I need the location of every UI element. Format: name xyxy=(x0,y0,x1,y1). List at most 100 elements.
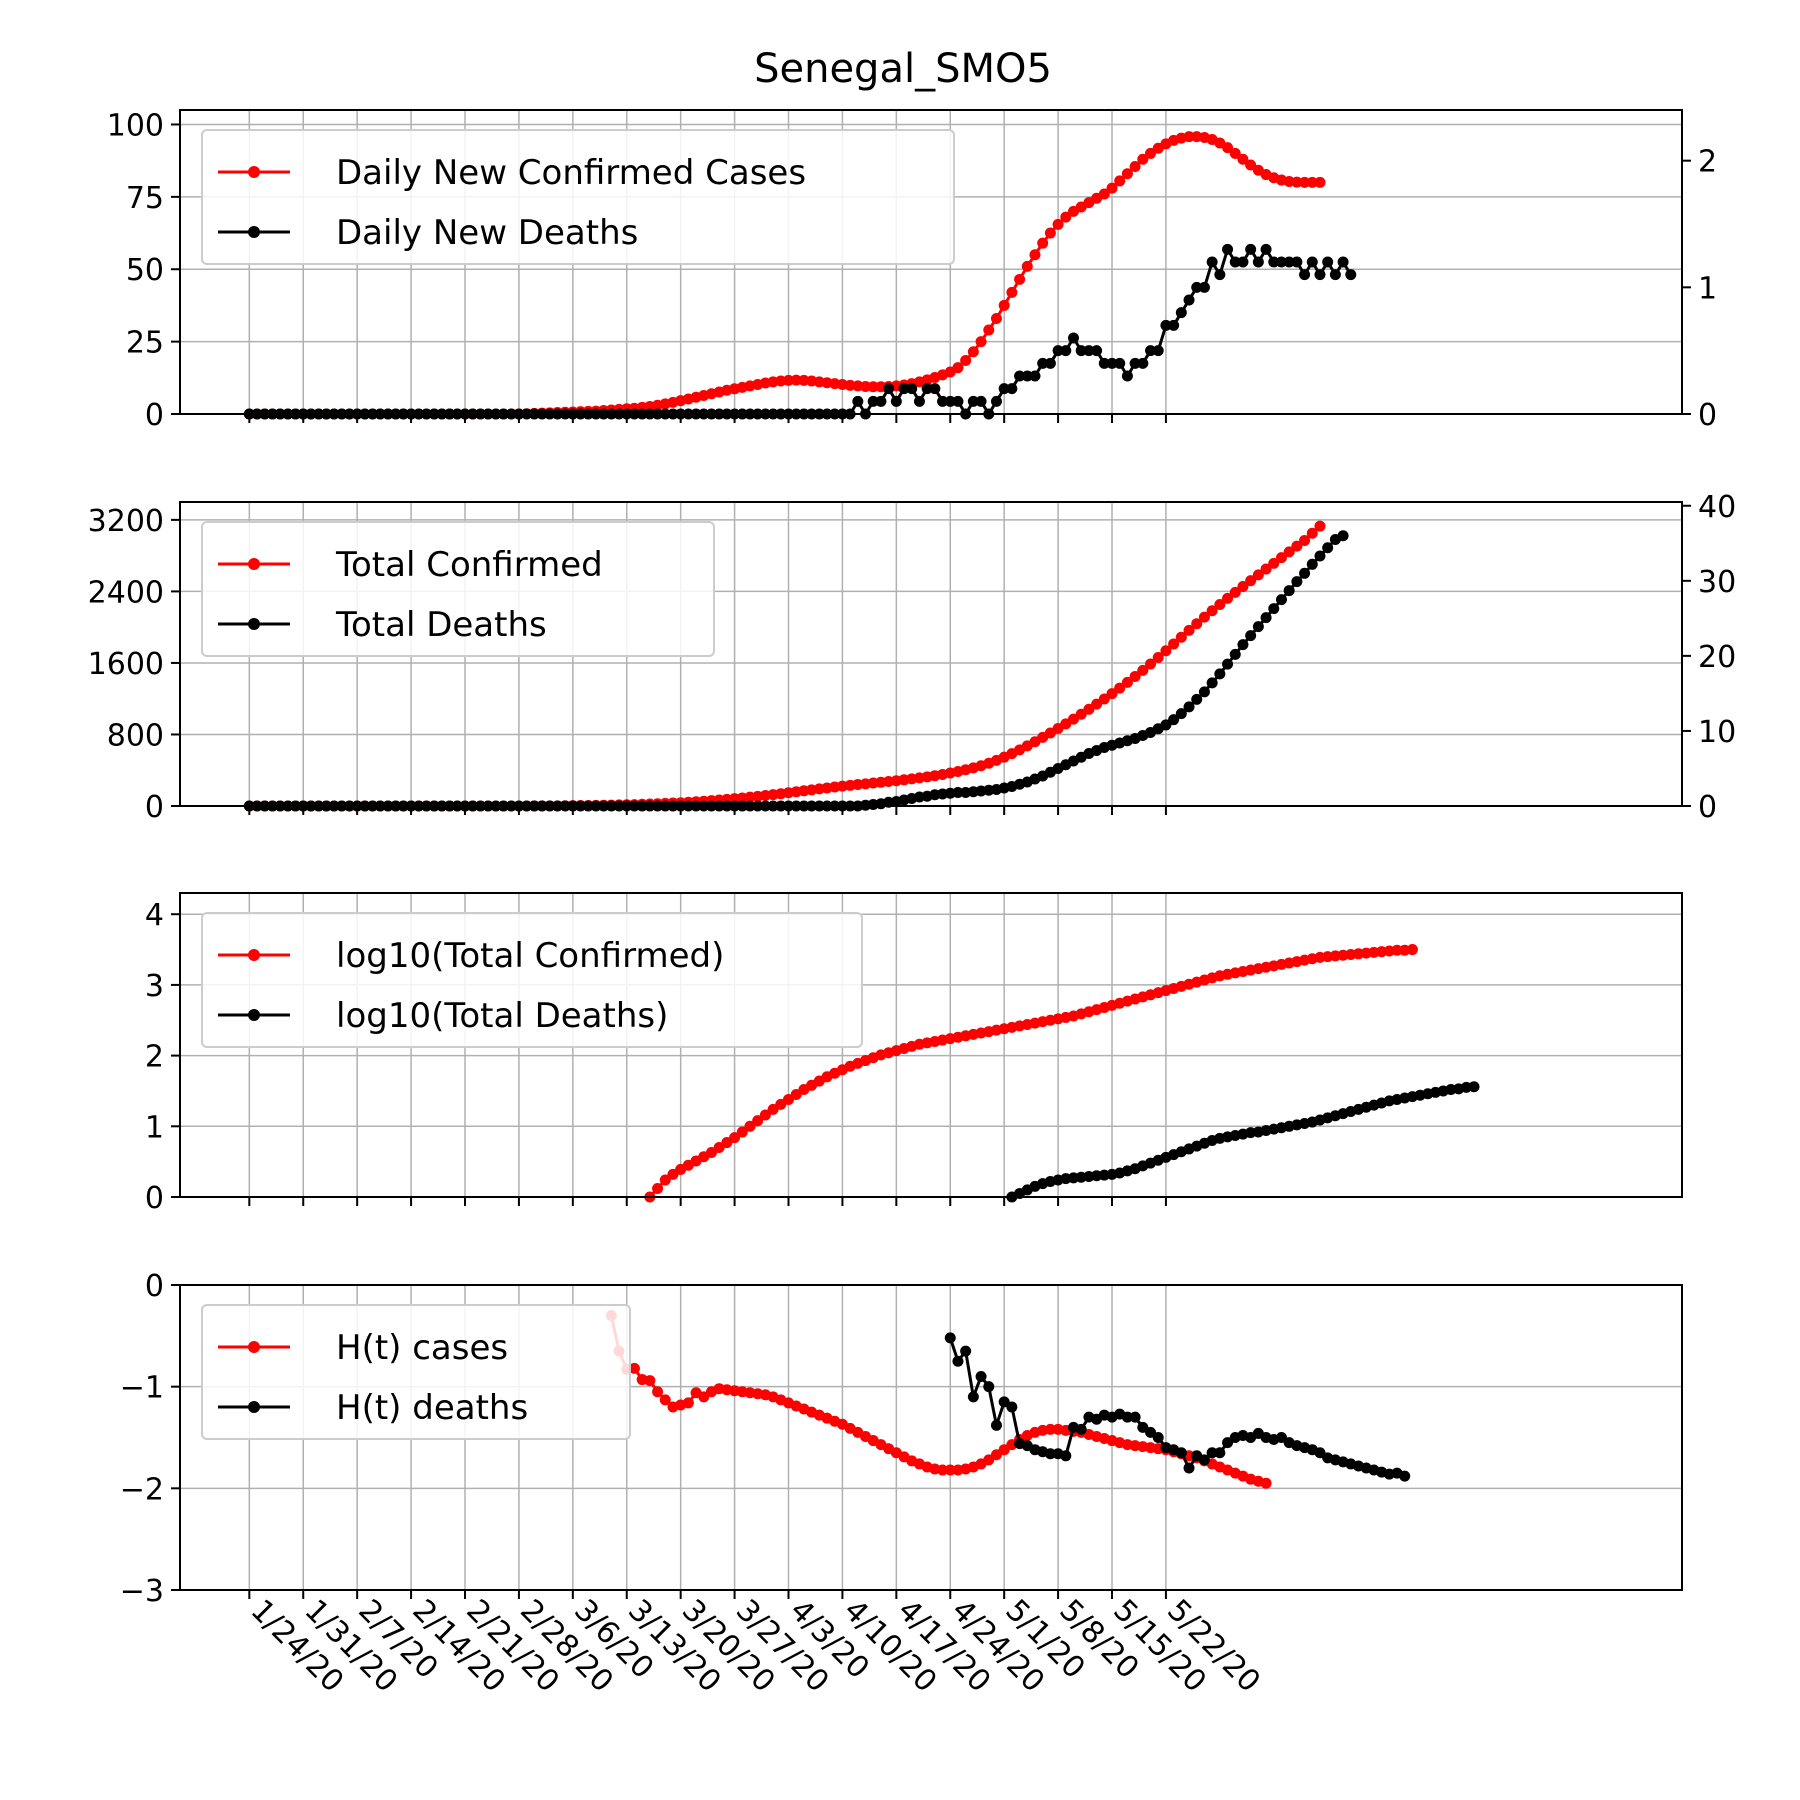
y-tick-label: 800 xyxy=(107,718,164,753)
data-point xyxy=(1237,580,1249,592)
data-point xyxy=(783,374,794,386)
data-point xyxy=(983,324,995,336)
data-point xyxy=(952,395,964,407)
data-point xyxy=(1252,621,1264,633)
data-point xyxy=(682,1397,694,1409)
legend-box xyxy=(201,912,863,1048)
data-point xyxy=(1198,281,1210,293)
y-tick-label: 0 xyxy=(145,398,164,433)
data-point xyxy=(1214,598,1226,610)
data-point xyxy=(1314,269,1326,281)
data-point xyxy=(1245,159,1257,171)
data-point xyxy=(952,786,964,798)
data-point xyxy=(1098,188,1110,200)
data-point xyxy=(1191,693,1203,705)
data-point xyxy=(1106,182,1118,194)
data-point xyxy=(659,1174,671,1186)
data-point xyxy=(867,381,879,393)
data-point xyxy=(1391,944,1403,956)
data-point xyxy=(1052,218,1064,230)
data-point xyxy=(1183,624,1195,636)
data-point xyxy=(1152,1432,1164,1443)
data-point xyxy=(1399,1470,1411,1482)
data-point xyxy=(967,346,979,358)
y-tick-label: 0 xyxy=(145,1181,164,1216)
data-point xyxy=(1014,370,1026,382)
y2-tick-label: 0 xyxy=(1698,398,1717,433)
data-point xyxy=(1006,383,1018,395)
data-point xyxy=(1314,520,1326,532)
data-point xyxy=(967,395,979,407)
data-point xyxy=(1229,256,1241,268)
data-point xyxy=(944,395,956,407)
data-point xyxy=(1468,1081,1480,1093)
data-point xyxy=(960,354,972,366)
data-point xyxy=(1121,676,1133,688)
data-point xyxy=(1322,542,1334,554)
data-point xyxy=(990,312,1002,324)
y-tick-label: −3 xyxy=(120,1574,164,1609)
series-log-0 xyxy=(644,944,1418,1203)
data-point xyxy=(1183,1462,1195,1474)
series-ht-1 xyxy=(944,1332,1411,1482)
data-point xyxy=(1168,319,1180,331)
series-log-1 xyxy=(1006,1081,1480,1203)
data-point xyxy=(1160,319,1172,331)
data-point xyxy=(867,395,879,407)
data-point xyxy=(1183,701,1195,713)
data-point xyxy=(1129,670,1141,682)
legend-marker xyxy=(248,618,260,630)
legend-label: Daily New Deaths xyxy=(336,213,638,253)
data-point xyxy=(1129,160,1141,172)
data-point xyxy=(1006,286,1018,298)
y-tick-label: −1 xyxy=(120,1371,164,1406)
data-point xyxy=(1206,1447,1218,1459)
data-point xyxy=(1268,557,1280,569)
chart-title: Senegal_SMO5 xyxy=(754,46,1052,92)
legend-marker xyxy=(248,226,260,238)
data-point xyxy=(1306,527,1318,539)
data-point xyxy=(1160,645,1172,657)
data-point xyxy=(1291,176,1303,188)
legend-marker xyxy=(248,949,260,961)
data-point xyxy=(790,374,802,386)
data-point xyxy=(1245,243,1257,255)
data-point xyxy=(1268,603,1280,615)
data-point xyxy=(1060,345,1072,357)
data-point xyxy=(1222,243,1234,255)
y2-tick-label: 30 xyxy=(1698,565,1736,600)
y2-tick-label: 20 xyxy=(1698,640,1736,675)
data-point xyxy=(1044,1448,1056,1460)
data-point xyxy=(1044,357,1056,369)
data-point xyxy=(1291,540,1303,552)
y2-tick-label: 1 xyxy=(1698,271,1717,306)
data-point xyxy=(1091,345,1103,357)
data-point xyxy=(1260,563,1272,575)
data-point xyxy=(1345,269,1357,281)
data-point xyxy=(898,383,910,395)
data-point xyxy=(1175,631,1187,643)
data-point xyxy=(1337,530,1349,542)
data-point xyxy=(960,1345,972,1357)
data-point xyxy=(652,1183,664,1195)
legend-label: Total Deaths xyxy=(335,605,547,645)
data-point xyxy=(1299,176,1311,188)
data-point xyxy=(652,1386,664,1398)
data-point xyxy=(729,1132,741,1144)
data-point xyxy=(1121,1411,1133,1423)
data-point xyxy=(1121,168,1133,180)
y-tick-label: 4 xyxy=(145,898,164,933)
data-point xyxy=(1129,357,1141,369)
data-point xyxy=(952,1355,964,1367)
y2-tick-label: 40 xyxy=(1698,490,1736,525)
data-point xyxy=(1260,612,1272,624)
data-point xyxy=(752,1115,764,1127)
data-point xyxy=(1229,147,1241,159)
data-point xyxy=(1129,1411,1141,1423)
data-point xyxy=(852,395,864,407)
data-point xyxy=(1121,370,1133,382)
data-point xyxy=(1145,658,1157,670)
data-point xyxy=(1052,345,1064,357)
data-point xyxy=(975,336,987,348)
